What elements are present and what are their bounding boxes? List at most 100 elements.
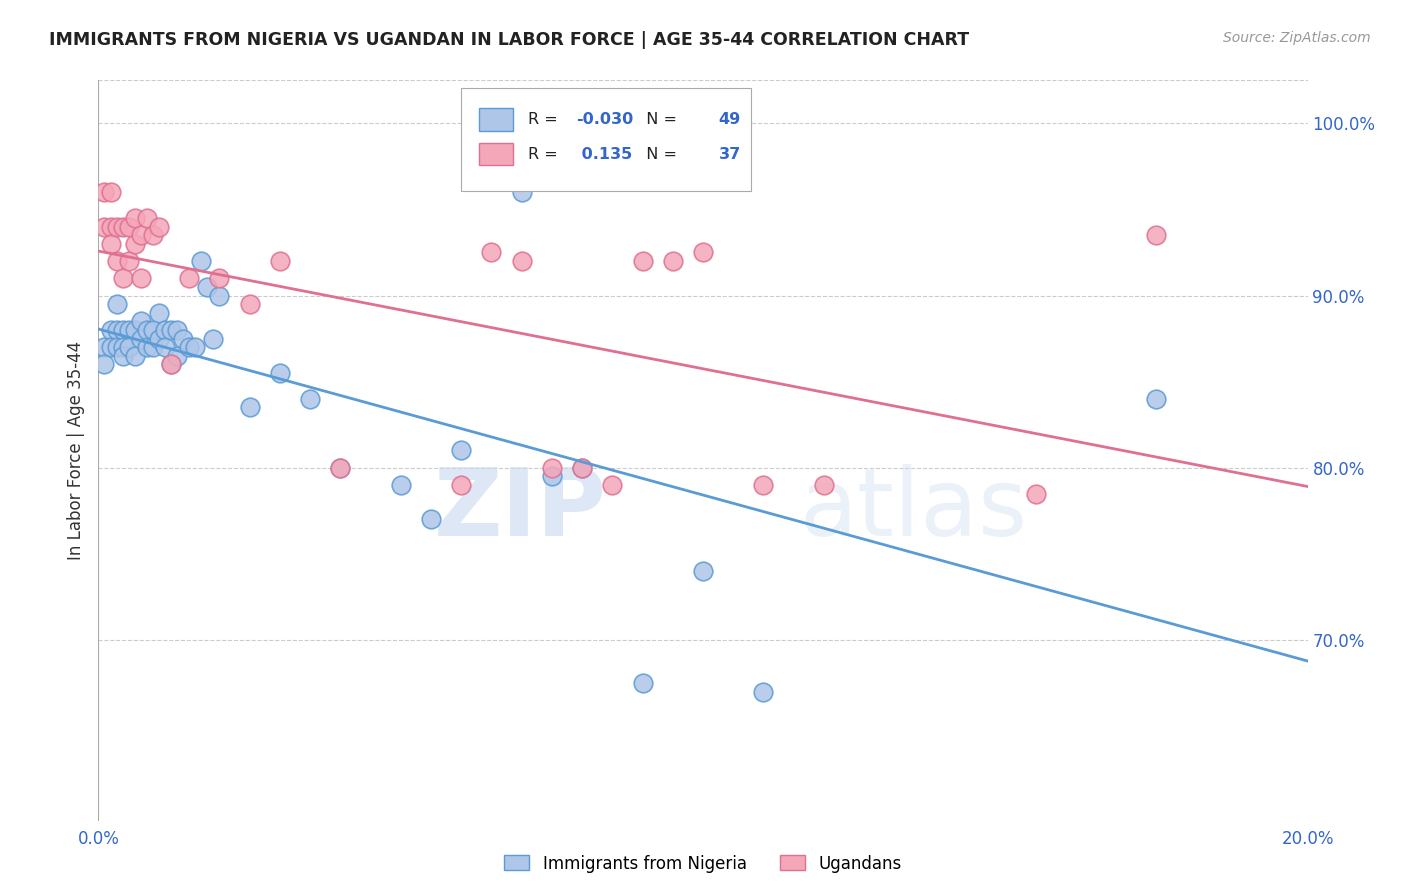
Point (510, 185, 533, 199)
Point (450, 478, 472, 492)
Point (118, 219, 141, 234)
Text: R =: R = (527, 112, 562, 127)
Point (208, 271, 231, 285)
Point (142, 340, 165, 354)
Point (153, 340, 176, 354)
Point (105, 323, 128, 337)
Point (124, 323, 146, 337)
Text: IMMIGRANTS FROM NIGERIA VS UGANDAN IN LABOR FORCE | AGE 35-44 CORRELATION CHART: IMMIGRANTS FROM NIGERIA VS UGANDAN IN LA… (49, 31, 969, 49)
Point (118, 254, 141, 268)
Point (105, 219, 128, 234)
Point (135, 340, 157, 354)
Point (100, 323, 122, 337)
Point (692, 245, 714, 260)
Point (540, 460, 562, 475)
Text: 49: 49 (718, 112, 741, 127)
Text: atlas: atlas (800, 464, 1028, 556)
Point (124, 349, 146, 363)
Point (105, 254, 128, 268)
Point (111, 219, 134, 234)
Point (135, 323, 157, 337)
Point (160, 357, 183, 371)
Point (124, 236, 146, 251)
Point (118, 340, 141, 354)
Point (179, 271, 201, 285)
Point (602, 478, 624, 492)
Point (692, 564, 714, 578)
Point (118, 323, 141, 337)
Point (571, 460, 593, 475)
Point (129, 314, 152, 328)
Point (129, 228, 152, 243)
Point (100, 340, 122, 354)
Point (661, 254, 683, 268)
Y-axis label: In Labor Force | Age 35-44: In Labor Force | Age 35-44 (66, 341, 84, 560)
Text: 37: 37 (718, 147, 741, 161)
Point (160, 357, 183, 371)
Point (166, 349, 188, 363)
Point (148, 332, 170, 346)
Point (1144, 392, 1167, 406)
Point (105, 297, 128, 311)
Point (329, 460, 352, 475)
Point (752, 684, 775, 698)
Point (179, 340, 201, 354)
Point (129, 271, 152, 285)
Point (202, 332, 225, 346)
Point (239, 297, 262, 311)
Point (420, 512, 443, 526)
Point (389, 478, 412, 492)
FancyBboxPatch shape (479, 144, 513, 165)
Point (166, 323, 188, 337)
Point (450, 443, 472, 458)
Point (135, 211, 157, 225)
Point (142, 323, 165, 337)
Point (1144, 228, 1167, 243)
Point (813, 478, 835, 492)
Point (510, 254, 533, 268)
Text: R =: R = (527, 147, 562, 161)
Text: -0.030: -0.030 (576, 112, 633, 127)
Text: 0.135: 0.135 (576, 147, 633, 161)
Text: ZIP: ZIP (433, 464, 606, 556)
Point (100, 219, 122, 234)
Point (752, 478, 775, 492)
Point (142, 228, 165, 243)
Point (208, 288, 231, 302)
Text: N =: N = (637, 147, 683, 161)
Point (100, 185, 122, 199)
Legend: Immigrants from Nigeria, Ugandans: Immigrants from Nigeria, Ugandans (498, 848, 908, 880)
FancyBboxPatch shape (479, 109, 513, 130)
Point (93, 185, 115, 199)
Point (100, 236, 122, 251)
Point (631, 676, 654, 690)
Point (148, 219, 170, 234)
Point (1024, 486, 1046, 500)
Point (190, 254, 212, 268)
Point (111, 349, 134, 363)
Point (195, 280, 218, 294)
Point (540, 469, 562, 483)
Point (105, 340, 128, 354)
Point (299, 392, 322, 406)
Point (239, 401, 262, 415)
Point (148, 306, 170, 320)
Text: Source: ZipAtlas.com: Source: ZipAtlas.com (1223, 31, 1371, 45)
Point (111, 340, 134, 354)
Point (631, 254, 654, 268)
Point (571, 460, 593, 475)
Point (93, 357, 115, 371)
Point (269, 366, 291, 380)
Point (153, 323, 176, 337)
Point (481, 245, 503, 260)
Point (160, 323, 183, 337)
Point (124, 211, 146, 225)
Point (129, 332, 152, 346)
FancyBboxPatch shape (461, 87, 751, 191)
Point (184, 340, 207, 354)
Point (93, 340, 115, 354)
Point (269, 254, 291, 268)
Point (172, 332, 194, 346)
Point (111, 323, 134, 337)
Text: N =: N = (637, 112, 683, 127)
